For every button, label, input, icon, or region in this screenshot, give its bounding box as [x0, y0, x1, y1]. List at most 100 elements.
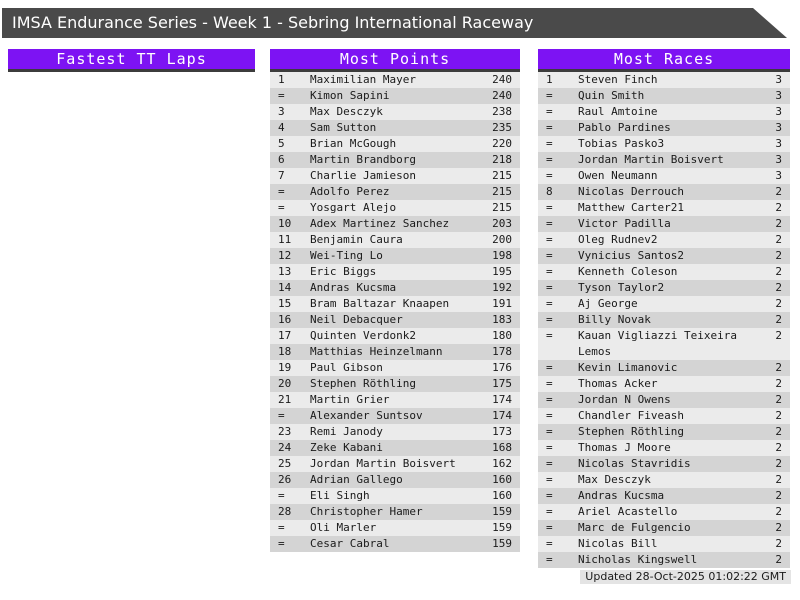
name-cell: Jordan Martin Boisvert	[578, 153, 724, 166]
rank-cell: 8	[546, 185, 553, 198]
name-cell: Andras Kucsma	[578, 489, 665, 502]
table-row: = Kimon Sapini 240	[270, 88, 520, 104]
value-cell: 2	[775, 361, 782, 374]
most-races-table: 1 Steven Finch 3 = Quin Smith 3 = Raul Amtoine 3…	[538, 72, 790, 568]
value-cell: 174	[492, 409, 512, 422]
name-cell: Thomas Acker	[578, 377, 658, 390]
table-row: = Jordan Martin Boisvert 3	[538, 152, 790, 168]
table-row: 14 Andras Kucsma 192	[270, 280, 520, 296]
name-cell: Max Desczyk	[578, 473, 651, 486]
name-cell: Vynicius Santos2	[578, 249, 684, 262]
value-cell: 173	[492, 425, 512, 438]
rank-cell: =	[546, 233, 553, 246]
rank-cell: 5	[278, 137, 285, 150]
name-cell: Andras Kucsma	[310, 281, 397, 294]
name-cell: Nicolas Bill	[578, 537, 658, 550]
table-row: 20 Stephen Röthling 175	[270, 376, 520, 392]
table-row: = Nicolas Stavridis 2	[538, 456, 790, 472]
name-cell: Nicolas Stavridis	[578, 457, 691, 470]
name-cell: Jordan Martin Boisvert	[310, 457, 456, 470]
table-row: = Kenneth Coleson 2	[538, 264, 790, 280]
name-cell: Stephen Röthling	[310, 377, 416, 390]
section-header-most-points: Most Points	[270, 49, 520, 72]
rank-cell: =	[546, 409, 553, 422]
rank-cell: 28	[278, 505, 292, 518]
page-title: IMSA Endurance Series - Week 1 - Sebring…	[12, 13, 534, 32]
value-cell: 178	[492, 345, 512, 358]
name-cell: Maximilian Mayer	[310, 73, 416, 86]
name-cell: Ariel Acastello	[578, 505, 678, 518]
table-row: = Ariel Acastello 2	[538, 504, 790, 520]
value-cell: 3	[775, 105, 782, 118]
rank-cell: 20	[278, 377, 292, 390]
name-cell: Billy Novak	[578, 313, 651, 326]
value-cell: 2	[775, 553, 782, 566]
section-fastest-tt-laps: Fastest TT Laps	[8, 49, 255, 72]
name-cell: Matthew Carter21	[578, 201, 684, 214]
rank-cell: 13	[278, 265, 292, 278]
value-cell: 2	[775, 425, 782, 438]
rank-cell: =	[546, 297, 553, 310]
rank-cell: =	[546, 265, 553, 278]
table-row: 19 Paul Gibson 176	[270, 360, 520, 376]
rank-cell: =	[546, 153, 553, 166]
rank-cell: 18	[278, 345, 292, 358]
name-cell: Victor Padilla	[578, 217, 671, 230]
rank-cell: =	[546, 473, 553, 486]
table-row: 4 Sam Sutton 235	[270, 120, 520, 136]
value-cell: 2	[775, 329, 782, 342]
value-cell: 2	[775, 201, 782, 214]
table-row: = Oli Marler 159	[270, 520, 520, 536]
name-cell: Remi Janody	[310, 425, 383, 438]
rank-cell: =	[546, 441, 553, 454]
name-cell: Marc de Fulgencio	[578, 521, 691, 534]
table-row: = Thomas Acker 2	[538, 376, 790, 392]
value-cell: 159	[492, 537, 512, 550]
table-row: = Owen Neumann 3	[538, 168, 790, 184]
table-row: 1 Steven Finch 3	[538, 72, 790, 88]
name-cell: Christopher Hamer	[310, 505, 423, 518]
section-header-most-races: Most Races	[538, 49, 790, 72]
table-row: 17 Quinten Verdonk2 180	[270, 328, 520, 344]
rank-cell: 15	[278, 297, 292, 310]
rank-cell: 17	[278, 329, 292, 342]
value-cell: 3	[775, 153, 782, 166]
value-cell: 2	[775, 233, 782, 246]
name-cell: Tobias Pasko3	[578, 137, 665, 150]
name-cell: Brian McGough	[310, 137, 397, 150]
name-cell: Adrian Gallego	[310, 473, 403, 486]
table-row: = Eli Singh 160	[270, 488, 520, 504]
name-cell: Matthias Heinzelmann	[310, 345, 443, 358]
value-cell: 180	[492, 329, 512, 342]
table-row: = Cesar Cabral 159	[270, 536, 520, 552]
rank-cell: =	[278, 185, 285, 198]
name-cell: Martin Brandborg	[310, 153, 416, 166]
table-row: 12 Wei-Ting Lo 198	[270, 248, 520, 264]
table-row: = Billy Novak 2	[538, 312, 790, 328]
rank-cell: =	[278, 521, 285, 534]
name-cell: Cesar Cabral	[310, 537, 390, 550]
value-cell: 203	[492, 217, 512, 230]
table-row: 1 Maximilian Mayer 240	[270, 72, 520, 88]
table-row: = Max Desczyk 2	[538, 472, 790, 488]
table-row: 13 Eric Biggs 195	[270, 264, 520, 280]
rank-cell: =	[546, 169, 553, 182]
updated-timestamp: Updated 28-Oct-2025 01:02:22 GMT	[580, 570, 791, 584]
value-cell: 2	[775, 537, 782, 550]
table-row: 24 Zeke Kabani 168	[270, 440, 520, 456]
value-cell: 2	[775, 393, 782, 406]
table-row: = Nicholas Kingswell 2	[538, 552, 790, 568]
table-row: = Adolfo Perez 215	[270, 184, 520, 200]
value-cell: 2	[775, 521, 782, 534]
value-cell: 160	[492, 489, 512, 502]
name-cell: Eric Biggs	[310, 265, 377, 278]
rank-cell: 3	[278, 105, 285, 118]
value-cell: 160	[492, 473, 512, 486]
rank-cell: =	[546, 249, 553, 262]
value-cell: 162	[492, 457, 512, 470]
rank-cell: =	[546, 361, 553, 374]
name-cell: Zeke Kabani	[310, 441, 383, 454]
table-row: = Marc de Fulgencio 2	[538, 520, 790, 536]
value-cell: 3	[775, 121, 782, 134]
name-cell: Nicholas Kingswell	[578, 553, 698, 566]
